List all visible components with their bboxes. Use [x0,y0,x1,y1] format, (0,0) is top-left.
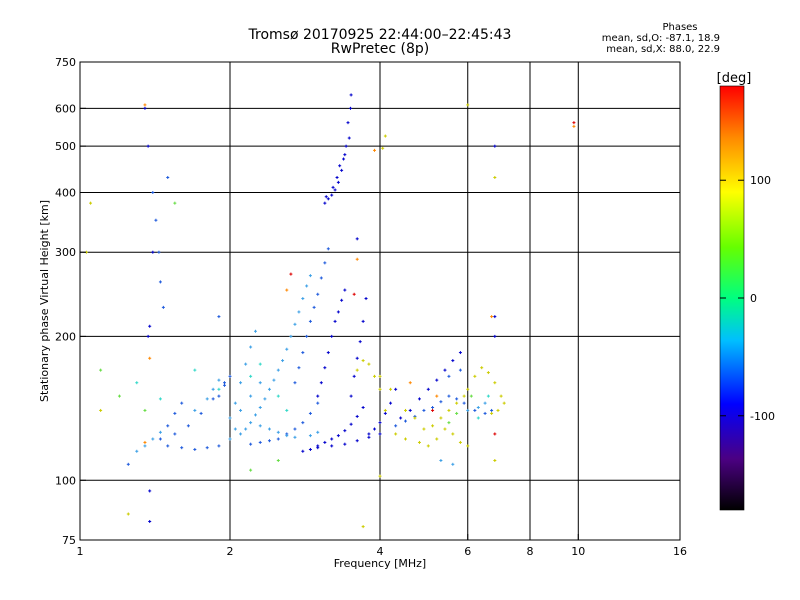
colorbar-unit: [deg] [717,71,752,86]
y-tick-label: 400 [55,186,76,199]
y-tick-label: 750 [55,56,76,69]
x-tick-label: 16 [673,545,687,558]
colorbar-tick-label: 100 [750,174,771,187]
y-tick-label: 300 [55,246,76,259]
x-axis-label: Frequency [MHz] [334,557,426,570]
phase-stats-x: mean, sd,X: 88.0, 22.9 [606,44,720,55]
phase-stats-o: mean, sd,O: -87.1, 18.9 [601,33,720,44]
scatter-points [84,93,576,529]
y-tick-label: 100 [55,474,76,487]
chart-subtitle: RwPretec (8p) [330,41,430,57]
y-tick-label: 75 [62,534,76,547]
y-axis-ticks: 75 100 200 300 400 500 600 750 [55,56,86,547]
x-tick-label: 4 [377,545,384,558]
grid-lines [80,62,680,540]
x-tick-label: 2 [227,545,234,558]
colorbar-tick-label: 0 [750,292,757,305]
phase-stats-panel: Phases mean, sd,O: -87.1, 18.9 mean, sd,… [600,22,720,55]
y-tick-label: 200 [55,330,76,343]
x-tick-label: 10 [571,545,585,558]
y-tick-label: 500 [55,140,76,153]
x-axis-ticks: 1 2 4 6 8 10 16 [77,534,687,558]
x-tick-label: 8 [527,545,534,558]
x-tick-label: 6 [464,545,471,558]
phase-stats-heading: Phases [662,22,698,33]
chart-title: Tromsø 20170925 22:44:00–22:45:43 [248,27,512,43]
colorbar-ticks: 100 0 -100 [720,174,775,423]
x-tick-label: 1 [77,545,84,558]
y-axis-label: Stationary phase Virtual Height [km] [38,200,51,402]
colorbar-tick-label: -100 [750,410,775,423]
y-tick-label: 600 [55,102,76,115]
